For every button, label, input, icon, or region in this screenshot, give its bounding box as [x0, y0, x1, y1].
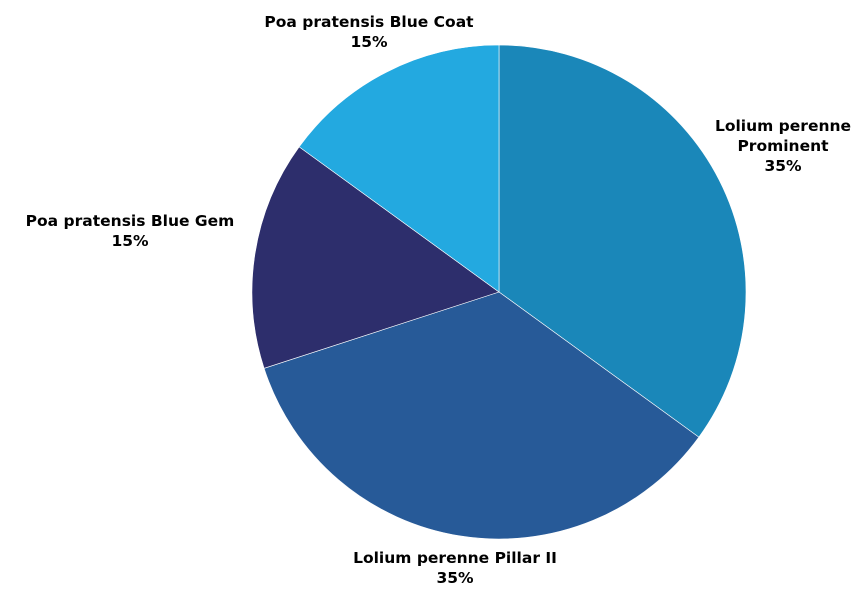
- pie-slice-3: [251, 146, 500, 369]
- pie-slice-4: [298, 44, 500, 293]
- slice-value-label: 15%: [350, 33, 388, 51]
- slice-label-1: Lolium perenne Prominent 35%: [715, 117, 851, 175]
- slice-value-label: 35%: [764, 157, 802, 175]
- slice-label-text: Prominent: [737, 137, 829, 155]
- slice-label-3: Poa pratensis Blue Gem 15%: [26, 212, 235, 250]
- slice-label-text: Lolium perenne Pillar II: [353, 549, 557, 567]
- slice-labels: Lolium perenne Prominent 35%Lolium perenne…: [26, 13, 851, 587]
- slice-label-text: Lolium perenne: [715, 117, 851, 135]
- slice-label-4: Poa pratensis Blue Coat 15%: [264, 13, 474, 51]
- slice-label-text: Poa pratensis Blue Coat: [264, 13, 474, 31]
- slice-label-text: Poa pratensis Blue Gem: [26, 212, 235, 230]
- pie-slices: [251, 44, 747, 540]
- slice-value-label: 35%: [436, 569, 474, 587]
- slice-value-label: 15%: [111, 232, 149, 250]
- pie-slice-1: [498, 44, 747, 438]
- pie-slice-2: [263, 291, 700, 540]
- slice-label-2: Lolium perenne Pillar II 35%: [353, 549, 557, 587]
